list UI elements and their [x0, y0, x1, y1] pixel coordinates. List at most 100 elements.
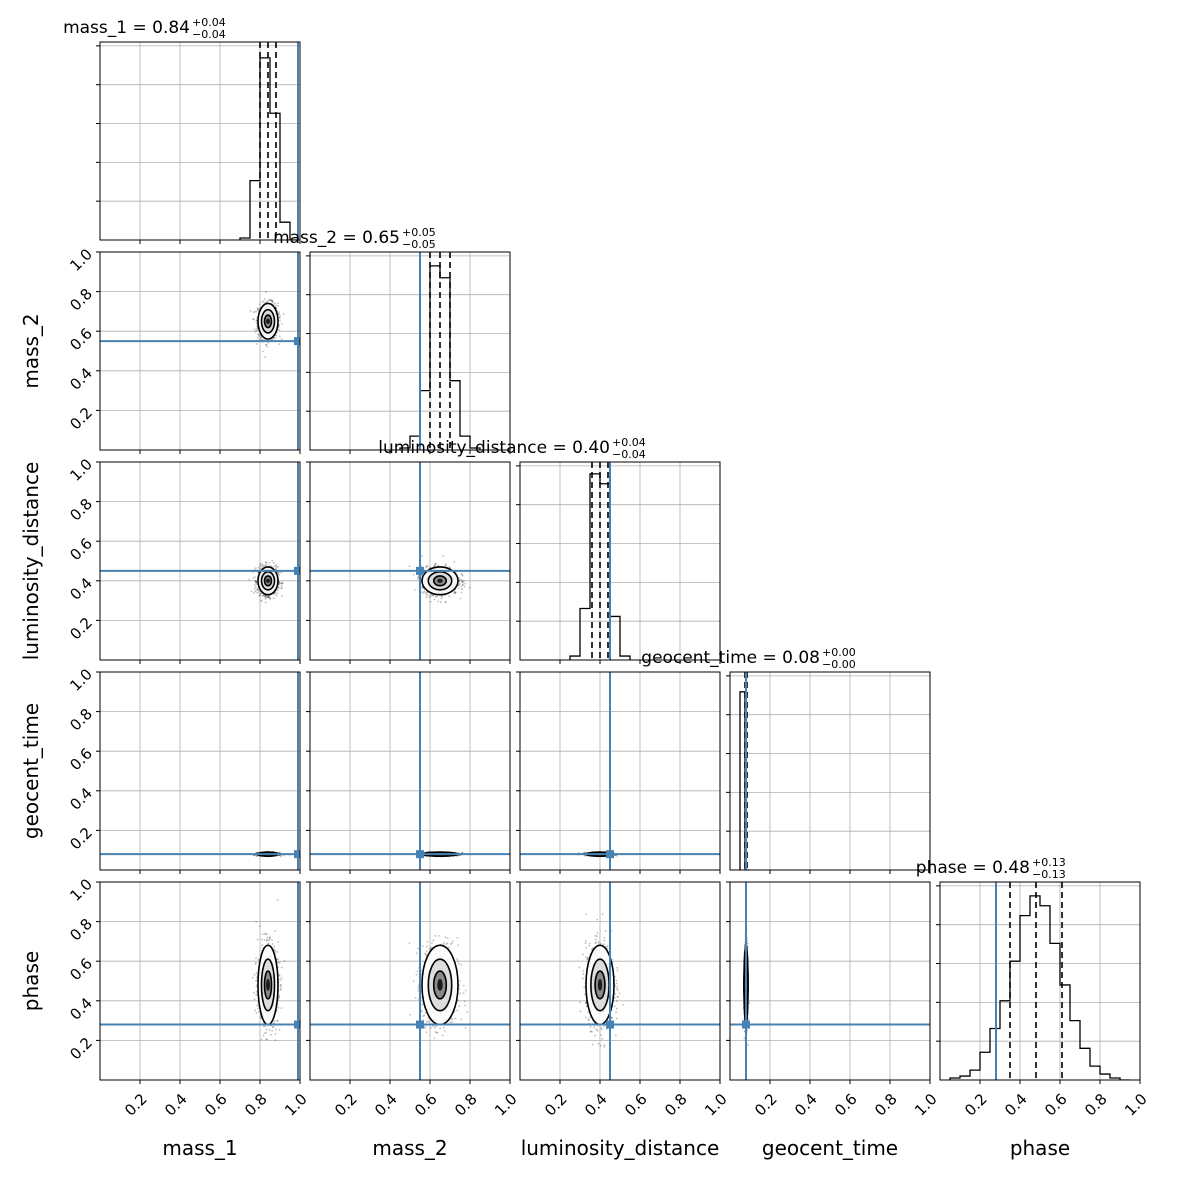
sample-point	[271, 301, 274, 304]
sample-point	[257, 333, 260, 336]
sample-point	[280, 322, 283, 325]
sample-point	[275, 567, 278, 570]
sample-point	[425, 596, 428, 599]
sample-point	[278, 581, 281, 584]
sample-point	[255, 581, 257, 584]
panel-frame	[309, 461, 511, 661]
sample-point	[260, 565, 262, 568]
density-contour	[437, 578, 443, 583]
sample-point	[423, 590, 426, 593]
y-axis-label-mass_2: mass_2	[19, 313, 43, 388]
sample-point	[272, 337, 275, 340]
sample-point	[275, 304, 277, 307]
sample-point	[262, 300, 265, 303]
title-mass_2: mass_2 = 0.65 +0.05−0.05	[273, 226, 436, 251]
sample-point	[434, 562, 437, 565]
sample-point	[460, 572, 463, 575]
density-contour	[266, 578, 270, 583]
sample-point	[276, 592, 279, 595]
sample-point	[255, 588, 258, 591]
title-luminosity_distance: luminosity_distance = 0.40 +0.04−0.04	[378, 436, 645, 461]
sample-point	[253, 328, 256, 331]
sample-point	[271, 299, 274, 302]
sample-point	[279, 314, 281, 317]
sample-point	[460, 579, 463, 582]
sample-point	[272, 303, 275, 306]
sample-point	[264, 594, 267, 597]
sample-point	[278, 316, 281, 319]
y-tick-label: 0.4	[66, 574, 96, 604]
sample-point	[273, 592, 276, 595]
sample-point	[257, 308, 259, 310]
sample-point	[265, 343, 268, 346]
sample-point	[261, 350, 264, 353]
sample-point	[250, 590, 253, 593]
sample-point	[268, 298, 271, 301]
sample-point	[263, 298, 266, 300]
sample-point	[276, 571, 279, 574]
sample-point	[275, 594, 278, 597]
sample-point	[261, 563, 264, 566]
sample-point	[255, 580, 258, 582]
sample-point	[434, 595, 437, 598]
panel-content	[100, 42, 300, 240]
density-contour	[266, 318, 270, 324]
sample-point	[461, 584, 464, 586]
sample-point	[413, 589, 416, 591]
sample-point	[256, 329, 258, 332]
panel-frame	[99, 461, 301, 661]
sample-point	[434, 564, 437, 567]
sample-point	[270, 299, 272, 301]
sample-point	[253, 584, 256, 586]
sample-point	[248, 578, 251, 581]
sample-point	[460, 588, 463, 590]
sample-point	[256, 309, 259, 312]
sample-point	[459, 597, 462, 600]
sample-point	[439, 601, 442, 603]
sample-point	[433, 565, 435, 568]
sample-point	[259, 592, 262, 595]
sample-point	[460, 591, 463, 594]
y-tick-label: 1.0	[66, 455, 96, 485]
sample-point	[454, 591, 457, 594]
sample-point	[264, 291, 267, 294]
sample-point	[258, 594, 261, 597]
sample-point	[264, 561, 267, 564]
sample-point	[261, 594, 264, 597]
sample-point	[461, 580, 464, 583]
sample-point	[254, 330, 257, 333]
title-minus-error: −0.05	[402, 238, 436, 251]
panel-luminosity_distance-vs-luminosity_distance: luminosity_distance = 0.40 +0.04−0.04	[378, 436, 721, 664]
sample-point	[453, 592, 456, 595]
sample-point	[426, 594, 429, 597]
sample-point	[260, 599, 263, 602]
sample-point	[278, 343, 281, 346]
injection-marker	[416, 566, 424, 575]
sample-point	[422, 592, 425, 595]
panel-geocent_time-vs-luminosity_distance	[516, 671, 721, 874]
y-tick-label: 0.8	[66, 285, 96, 315]
sample-point	[461, 574, 464, 577]
sample-point	[462, 583, 465, 586]
sample-point	[428, 596, 431, 599]
sample-point	[435, 562, 437, 565]
injection-marker	[294, 850, 300, 859]
sample-point	[268, 597, 271, 600]
title-value: luminosity_distance = 0.40	[378, 438, 610, 458]
sample-point	[453, 560, 456, 563]
panel-content	[520, 672, 720, 870]
sample-point	[252, 577, 254, 579]
sample-point	[458, 583, 461, 585]
sample-point	[267, 595, 270, 598]
sample-point	[255, 583, 258, 586]
panel-geocent_time-vs-mass_2	[306, 671, 511, 874]
sample-point	[460, 581, 463, 583]
sample-point	[257, 566, 260, 569]
sample-point	[254, 579, 257, 582]
panel-mass_1-vs-mass_1: mass_1 = 0.84 +0.04−0.04	[63, 16, 301, 244]
sample-point	[417, 577, 419, 580]
sample-point	[444, 563, 447, 566]
panel-content	[100, 252, 300, 450]
